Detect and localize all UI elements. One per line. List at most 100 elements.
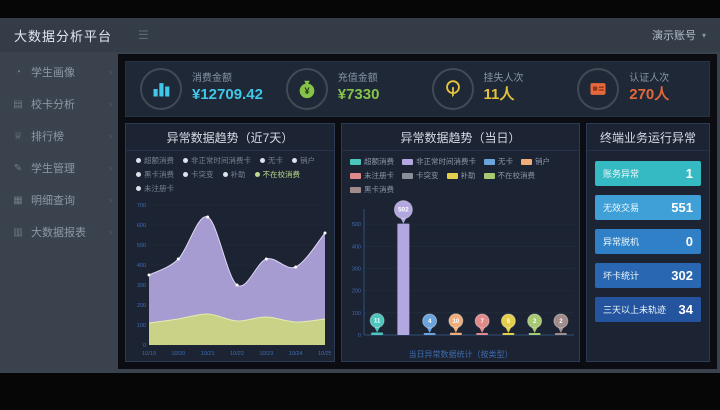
legend-item[interactable]: 卡突变 [402,170,439,181]
legend-item[interactable]: 不在校消费 [254,169,300,180]
svg-text:10: 10 [453,319,460,325]
ranking-icon: ♕ [13,130,23,142]
svg-text:10/23: 10/23 [259,351,273,357]
svg-text:700: 700 [137,203,146,209]
svg-text:10/19: 10/19 [142,351,156,357]
sidebar-item-report[interactable]: ▥ 大数据报表 › [13,226,112,240]
bar [423,333,436,335]
kpi-strip: 消费金额 ¥12709.42 ¥ 充值金额 ¥7330 挂失人次 11人 [125,61,710,117]
svg-text:500: 500 [352,222,361,228]
legend-swatch-icon [521,158,532,165]
legend-item[interactable]: 黑卡消费 [136,169,174,180]
legend-item[interactable]: 卡突变 [183,169,214,180]
chevron-right-icon: › [109,131,112,141]
auth-count-icon [577,68,620,110]
legend-swatch-icon [350,158,361,165]
legend-item[interactable]: 无卡 [484,156,513,167]
app-title: 大数据分析平台 [14,28,113,44]
svg-text:100: 100 [137,323,146,329]
student-manage-icon: ✎ [13,162,23,174]
app-window: 大数据分析平台 ☰ 演示账号 ▾ ◔ 学生画像 › ▤ 校卡分析 › ♕ 排行榜 › ✎ 学生管理 ›… [0,18,720,373]
area-series [149,216,325,345]
stat-value: 34 [678,302,693,317]
svg-text:2: 2 [559,319,563,325]
legend-item[interactable]: 补助 [222,169,246,180]
kpi-value: ¥12709.42 [192,85,263,103]
card-analysis-icon: ▤ [13,98,23,110]
panel-title: 异常数据趋势（当日） [342,124,579,151]
legend-swatch-icon [402,158,413,165]
legend-item[interactable]: 补助 [446,170,476,181]
svg-text:11: 11 [374,319,381,325]
legend-item[interactable]: 未注册卡 [350,170,394,181]
legend-item[interactable]: 非正常时间消费卡 [183,155,251,166]
svg-text:10/20: 10/20 [171,351,185,357]
report-icon: ▥ [13,226,23,238]
svg-text:10/25: 10/25 [318,351,331,357]
bar-chart: 0 100 200 300 400 500 11 502 4 10 7 6 2 2 [342,195,579,349]
kpi-loss-report: 挂失人次 11人 [418,62,564,116]
recharge-amount-icon: ¥ [285,68,328,110]
legend-item[interactable]: 不在校消费 [483,170,535,181]
legend-swatch-icon [402,172,413,179]
bottom-black-band [0,373,720,410]
legend-item[interactable]: 黑卡消费 [350,184,394,195]
svg-text:7: 7 [480,319,484,325]
kpi-label: 挂失人次 [483,73,524,85]
sidebar-item-detail-query[interactable]: ▦ 明细查询 › [13,194,112,208]
svg-text:2: 2 [533,319,537,325]
sidebar-item-card-analysis[interactable]: ▤ 校卡分析 › [13,98,112,112]
legend-item[interactable]: 非正常时间消费卡 [402,156,476,167]
app-header: 大数据分析平台 ☰ 演示账号 ▾ [0,18,720,52]
svg-text:500: 500 [137,243,146,249]
menu-toggle-icon[interactable]: ☰ [138,28,149,42]
terminal-anomaly-list: 账务异常 1 无效交易 551 异常脱机 0 坏卡统计 302 三天以上未轨迹 34 [587,151,709,341]
sidebar-item-student-manage[interactable]: ✎ 学生管理 › [13,162,112,176]
stat-label: 三天以上未轨迹 [603,305,667,315]
sidebar-item-student-portrait[interactable]: ◔ 学生画像 › [0,56,118,88]
legend-item[interactable]: 销户 [292,155,315,166]
panel-title: 终端业务运行异常 [587,124,709,151]
chevron-right-icon: › [109,67,112,77]
trend-today-panel: 异常数据趋势（当日） 超额消费 非正常时间消费卡 无卡 销户未注册卡 卡突变 补助 不在校消… [341,123,580,362]
terminal-stat-row: 坏卡统计 302 [595,263,701,288]
user-menu[interactable]: 演示账号 ▾ [632,27,706,43]
bar [371,332,384,335]
stat-value: 551 [671,200,693,215]
bar-value-pin [527,313,543,329]
legend-dot-icon [222,172,228,177]
svg-text:200: 200 [137,303,146,309]
kpi-value: 11人 [483,85,515,103]
terminal-stat-row: 异常脱机 0 [595,229,701,254]
kpi-recharge-amount: ¥ 充值金额 ¥7330 [272,62,418,116]
kpi-value: ¥7330 [337,85,380,103]
area-chart: 0 100 200 300 400 500 600 700 10/19 10/20 10/21 10/… [126,194,334,361]
bar-chart-svg: 0 100 200 300 400 500 11 502 4 10 7 6 2 2 [352,200,574,339]
legend-item[interactable]: 无卡 [260,155,283,166]
legend-item[interactable]: 销户 [521,156,550,167]
legend-item[interactable]: 超额消费 [136,155,174,166]
legend-swatch-icon [446,172,458,179]
consume-amount-icon [140,68,182,110]
svg-text:4: 4 [428,319,432,325]
svg-text:400: 400 [352,244,361,250]
stat-value: 302 [671,268,693,283]
dashboard-frame: 消费金额 ¥12709.42 ¥ 充值金额 ¥7330 挂失人次 11人 [118,54,717,369]
kpi-consume-amount: 消费金额 ¥12709.42 [126,62,272,116]
stat-label: 账务异常 [603,169,640,179]
sidebar-item-ranking[interactable]: ♕ 排行榜 › [13,130,112,144]
bar-value-pin [553,313,569,329]
bar [502,333,515,335]
stat-value: 1 [685,166,693,181]
legend-item[interactable]: 未注册卡 [136,183,174,194]
svg-text:100: 100 [352,311,361,317]
stat-label: 坏卡统计 [603,271,640,281]
bar [397,223,410,335]
chevron-right-icon: › [109,99,112,109]
terminal-anomaly-panel: 终端业务运行异常 账务异常 1 无效交易 551 异常脱机 0 坏卡统计 302 三天以上未轨迹… [586,123,710,362]
svg-text:10/24: 10/24 [289,351,303,357]
bar [528,333,541,335]
legend-item[interactable]: 超额消费 [350,156,394,167]
svg-text:¥: ¥ [304,86,310,96]
svg-text:10/21: 10/21 [201,351,215,357]
